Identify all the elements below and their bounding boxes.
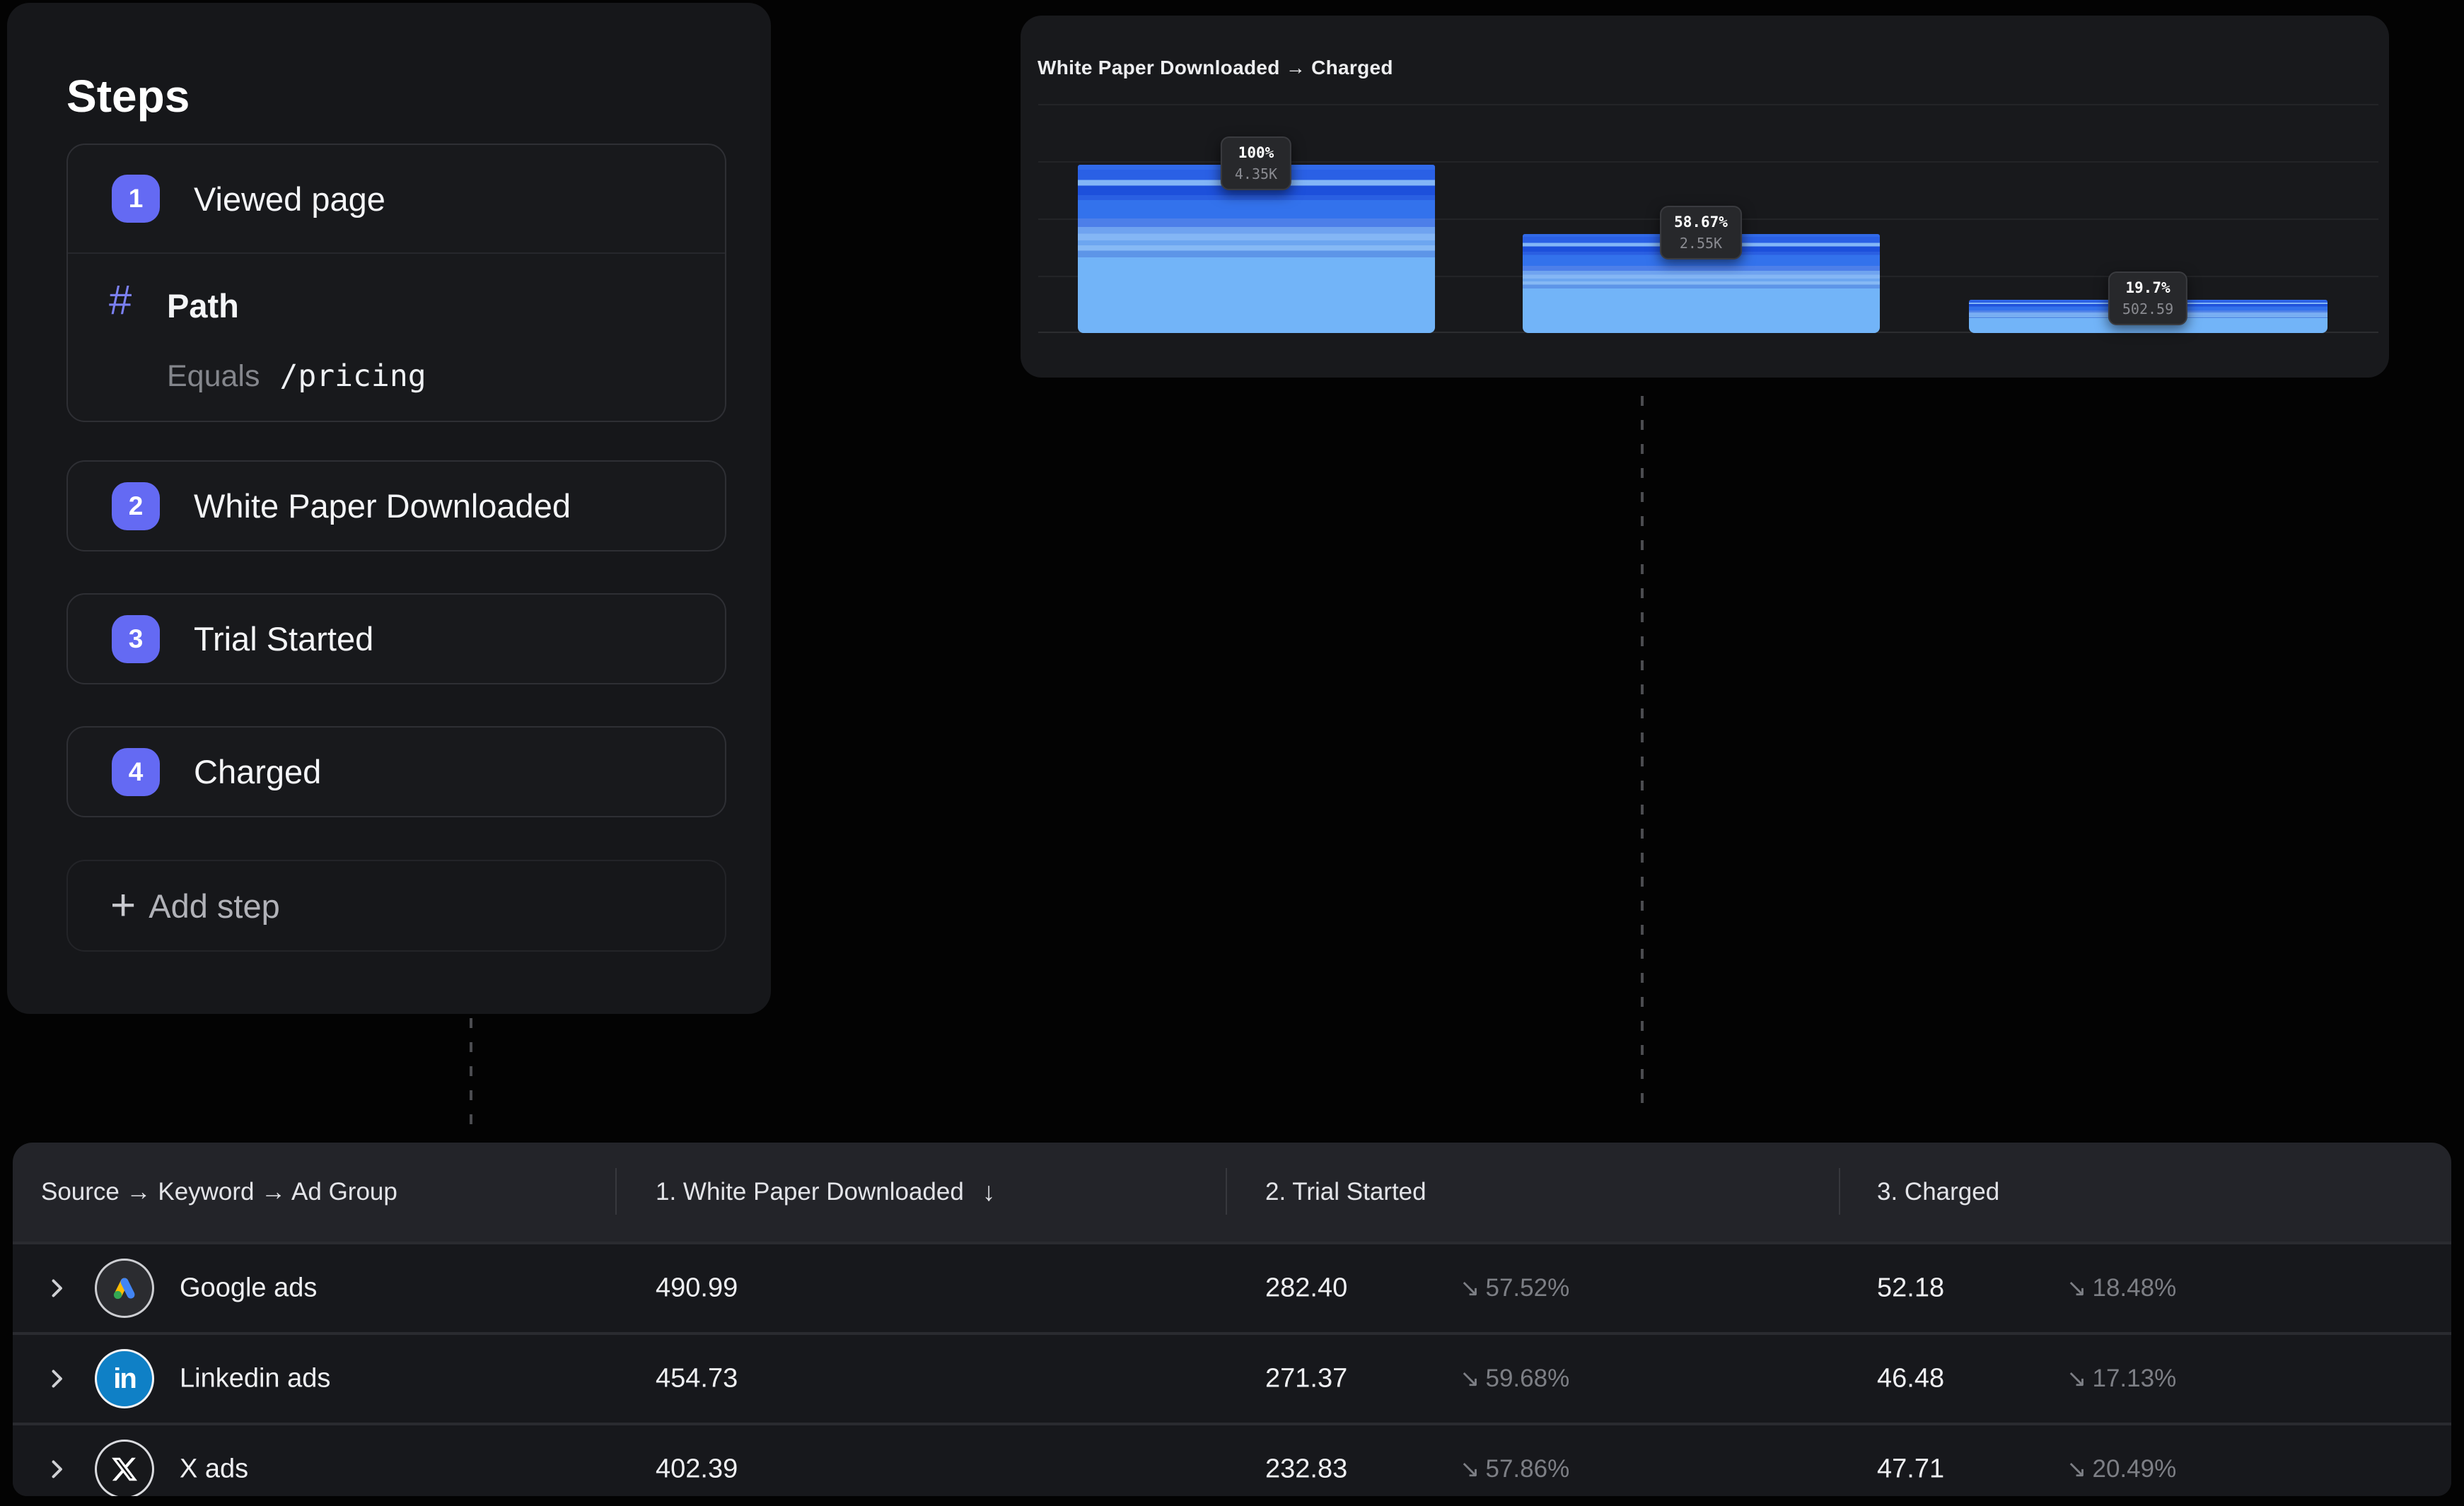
trend-down-icon: ↘ — [2067, 1275, 2087, 1302]
tooltip-count: 4.35K — [1234, 165, 1278, 182]
step-label: White Paper Downloaded — [194, 487, 571, 525]
table-row-google-ads[interactable]: Google ads 490.99 282.40 ↘ 57.52% 52.18 ↘… — [13, 1242, 2451, 1332]
step-filter[interactable]: # Path Equals /pricing — [68, 254, 725, 421]
sort-desc-icon[interactable]: ↓ — [982, 1177, 996, 1206]
trend-down-icon: ↘ — [2067, 1365, 2087, 1392]
bar-tooltip: 100% 4.35K — [1220, 136, 1292, 190]
table-row-linkedin-ads[interactable]: in Linkedin ads 454.73 271.37 ↘ 59.68% 46… — [13, 1332, 2451, 1423]
steps-panel: Steps 1 Viewed page # Path Equals /prici… — [7, 3, 771, 1014]
funnel-bar-white-paper-downloaded[interactable] — [1078, 165, 1435, 333]
source-name: Linkedin ads — [180, 1363, 331, 1394]
table-row-x-ads[interactable]: X ads 402.39 232.83 ↘ 57.86% 47.71 ↘ 20.49… — [13, 1423, 2451, 1496]
step2-conversion: ↘ 57.86% — [1460, 1455, 1570, 1483]
filter-operator: Equals — [167, 359, 260, 393]
step1-value: 454.73 — [656, 1363, 738, 1394]
chart-to-table-connector — [1641, 396, 1644, 1103]
step-card-viewed-page[interactable]: 1 Viewed page # Path Equals /pricing — [66, 144, 726, 422]
step-row-1[interactable]: 1 Viewed page — [68, 145, 725, 252]
step-number-badge: 2 — [112, 481, 160, 530]
trend-down-icon: ↘ — [1460, 1275, 1480, 1302]
steps-panel-title: Steps — [66, 70, 190, 122]
step2-value: 232.83 — [1265, 1454, 1348, 1484]
gridline — [1038, 161, 2378, 163]
tooltip-count: 2.55K — [1679, 235, 1723, 252]
step3-value: 46.48 — [1877, 1363, 1945, 1394]
add-step-button[interactable]: + Add step — [66, 860, 726, 952]
tooltip-percent: 19.7% — [2125, 279, 2170, 296]
bar-tooltip: 58.67% 2.55K — [1660, 206, 1742, 259]
linkedin-icon: in — [95, 1349, 154, 1408]
trend-down-icon: ↘ — [1460, 1456, 1480, 1483]
breakdown-table: Source → Keyword → Ad Group 1. White Pap… — [13, 1143, 2451, 1496]
bar-tooltip: 19.7% 502.59 — [2108, 272, 2188, 325]
trend-down-icon: ↘ — [2067, 1456, 2087, 1483]
source-name: X ads — [180, 1454, 249, 1484]
step-card-charged[interactable]: 4 Charged — [66, 726, 726, 817]
step3-conversion: ↘ 17.13% — [2067, 1365, 2177, 1392]
filter-value: /pricing — [279, 358, 426, 394]
step2-conversion: ↘ 57.52% — [1460, 1274, 1570, 1302]
step-number-badge: 3 — [112, 614, 160, 663]
step-label: Trial Started — [194, 620, 374, 658]
expand-chevron-icon[interactable] — [44, 1276, 69, 1301]
column-divider — [1839, 1168, 1840, 1215]
trend-down-icon: ↘ — [1460, 1365, 1480, 1392]
step-label: Viewed page — [194, 180, 385, 218]
step1-value: 402.39 — [656, 1454, 738, 1484]
filter-property: Path — [167, 287, 239, 325]
tooltip-count: 502.59 — [2122, 300, 2174, 317]
column-header-source[interactable]: Source → Keyword → Ad Group — [41, 1178, 397, 1206]
tooltip-percent: 100% — [1238, 144, 1274, 161]
tooltip-percent: 58.67% — [1674, 214, 1728, 230]
expand-chevron-icon[interactable] — [44, 1366, 69, 1391]
step2-value: 282.40 — [1265, 1273, 1348, 1303]
step-label: Charged — [194, 753, 322, 790]
step1-value: 490.99 — [656, 1273, 738, 1303]
step2-value: 271.37 — [1265, 1363, 1348, 1394]
column-divider — [1226, 1168, 1227, 1215]
step3-conversion: ↘ 18.48% — [2067, 1274, 2177, 1302]
chart-title: White Paper Downloaded → Charged — [1038, 57, 1393, 78]
funnel-chart-panel: White Paper Downloaded → Charged 100% 4.… — [1021, 16, 2389, 378]
step3-value: 52.18 — [1877, 1273, 1945, 1303]
filter-condition[interactable]: Equals /pricing — [167, 358, 426, 394]
x-icon — [95, 1440, 154, 1496]
source-name: Google ads — [180, 1273, 318, 1303]
add-step-label: Add step — [149, 887, 280, 925]
column-header-step3[interactable]: 3. Charged — [1877, 1178, 2000, 1206]
step-card-white-paper-downloaded[interactable]: 2 White Paper Downloaded — [66, 460, 726, 551]
step-card-trial-started[interactable]: 3 Trial Started — [66, 593, 726, 684]
step2-conversion: ↘ 59.68% — [1460, 1365, 1570, 1392]
gridline — [1038, 104, 2378, 105]
step-number-badge: 4 — [112, 747, 160, 796]
step-number-badge: 1 — [112, 175, 160, 223]
column-divider — [615, 1168, 617, 1215]
card-divider — [68, 252, 725, 254]
step3-value: 47.71 — [1877, 1454, 1945, 1484]
step3-conversion: ↘ 20.49% — [2067, 1455, 2177, 1483]
table-header: Source → Keyword → Ad Group 1. White Pap… — [13, 1143, 2451, 1242]
column-header-step1[interactable]: 1. White Paper Downloaded ↓ — [656, 1177, 996, 1206]
column-header-step2[interactable]: 2. Trial Started — [1265, 1178, 1426, 1206]
expand-chevron-icon[interactable] — [44, 1457, 69, 1482]
hash-icon: # — [109, 277, 132, 323]
google-ads-icon — [95, 1259, 154, 1318]
steps-to-table-connector — [470, 1018, 472, 1130]
